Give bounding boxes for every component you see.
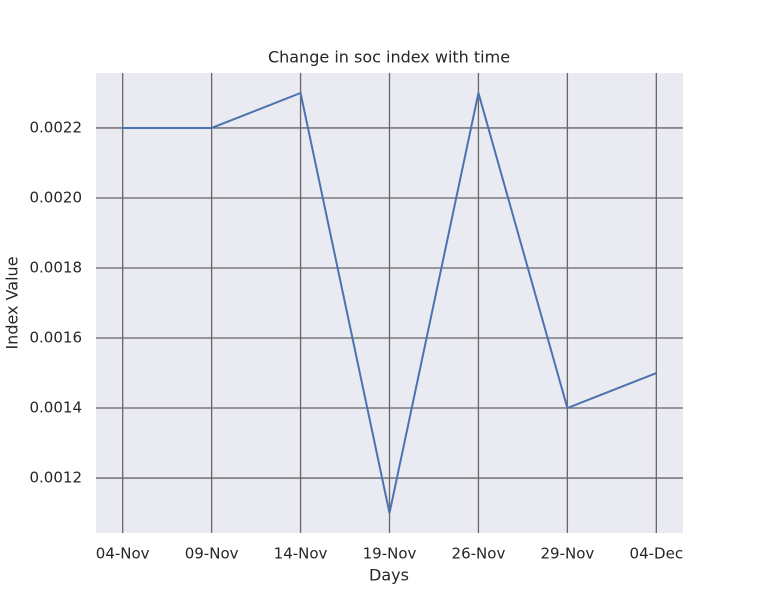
x-tick-label: 09-Nov bbox=[185, 545, 239, 563]
chart-title: Change in soc index with time bbox=[268, 48, 510, 67]
x-tick-label: 19-Nov bbox=[363, 545, 417, 563]
y-axis-label: Index Value bbox=[3, 256, 22, 349]
y-tick-label: 0.0012 bbox=[30, 469, 83, 487]
y-tick-label: 0.0022 bbox=[30, 118, 83, 136]
x-tick-label: 14-Nov bbox=[274, 545, 328, 563]
data-line bbox=[122, 91, 657, 514]
y-tick-label: 0.0020 bbox=[30, 188, 83, 206]
x-tick-label: 04-Nov bbox=[96, 545, 150, 563]
x-axis-label: Days bbox=[369, 566, 409, 585]
y-tick-label: 0.0018 bbox=[30, 258, 83, 276]
y-tick-label: 0.0016 bbox=[30, 329, 83, 347]
x-tick-label: 26-Nov bbox=[452, 545, 506, 563]
x-tick-label: 29-Nov bbox=[540, 545, 594, 563]
y-tick-label: 0.0014 bbox=[30, 399, 83, 417]
x-tick-label: 04-Dec bbox=[630, 545, 684, 563]
